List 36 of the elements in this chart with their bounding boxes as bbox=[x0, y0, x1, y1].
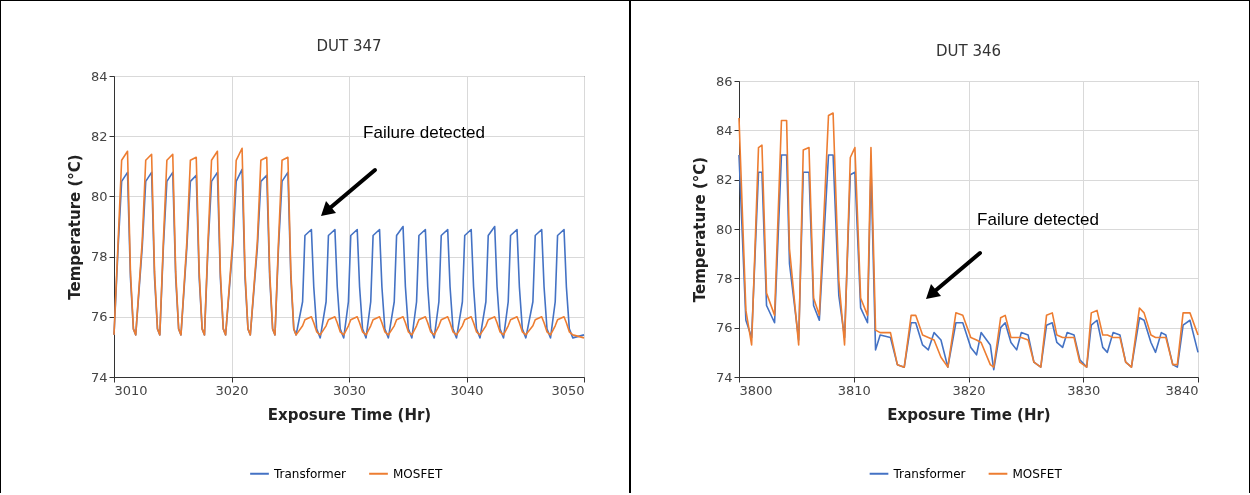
x-tick-label: 3800 bbox=[739, 382, 773, 398]
legend-label: Transformer bbox=[892, 466, 966, 481]
x-tick-label: 3050 bbox=[551, 382, 585, 398]
x-tick-label: 3020 bbox=[215, 382, 249, 398]
legend-label: MOSFET bbox=[1012, 466, 1063, 481]
y-tick-label: 78 bbox=[715, 270, 733, 286]
y-tick-label: 82 bbox=[90, 128, 108, 144]
line-series bbox=[738, 112, 1199, 368]
x-tick-label: 3810 bbox=[837, 382, 871, 398]
annotation: Failure detected bbox=[363, 123, 485, 142]
y-tick-label: 80 bbox=[90, 188, 108, 204]
x-tick-label: 3820 bbox=[952, 382, 986, 398]
y-tick-label: 82 bbox=[715, 172, 733, 188]
y-tick-label: 74 bbox=[715, 369, 733, 385]
y-tick-label: 78 bbox=[90, 249, 108, 265]
x-tick-label: 3010 bbox=[114, 382, 148, 398]
x-tick-label: 3030 bbox=[332, 382, 367, 398]
chart-title: DUT 346 bbox=[935, 42, 1002, 60]
y-tick-label: 76 bbox=[715, 320, 733, 336]
y-tick-label: 84 bbox=[90, 68, 108, 84]
y-axis-title: Temperature (°C) bbox=[690, 156, 709, 303]
x-tick-label: 3840 bbox=[1165, 382, 1199, 398]
y-tick-label: 74 bbox=[90, 369, 108, 385]
legend-label: MOSFET bbox=[393, 466, 443, 481]
legend-label: Transformer bbox=[273, 466, 347, 481]
y-tick-label: 76 bbox=[90, 309, 108, 325]
x-axis-title: Exposure Time (Hr) bbox=[887, 405, 1051, 424]
y-tick-label: 84 bbox=[715, 122, 733, 138]
y-axis-title: Temperature (°C) bbox=[65, 154, 84, 300]
annotation: Failure detected bbox=[977, 210, 1099, 229]
y-tick-label: 86 bbox=[715, 73, 733, 89]
x-axis-title: Exposure Time (Hr) bbox=[267, 405, 432, 424]
x-tick-label: 3830 bbox=[1067, 382, 1101, 398]
chart-title: DUT 347 bbox=[316, 37, 382, 55]
y-tick-label: 80 bbox=[715, 221, 733, 237]
x-tick-label: 3040 bbox=[450, 382, 484, 398]
